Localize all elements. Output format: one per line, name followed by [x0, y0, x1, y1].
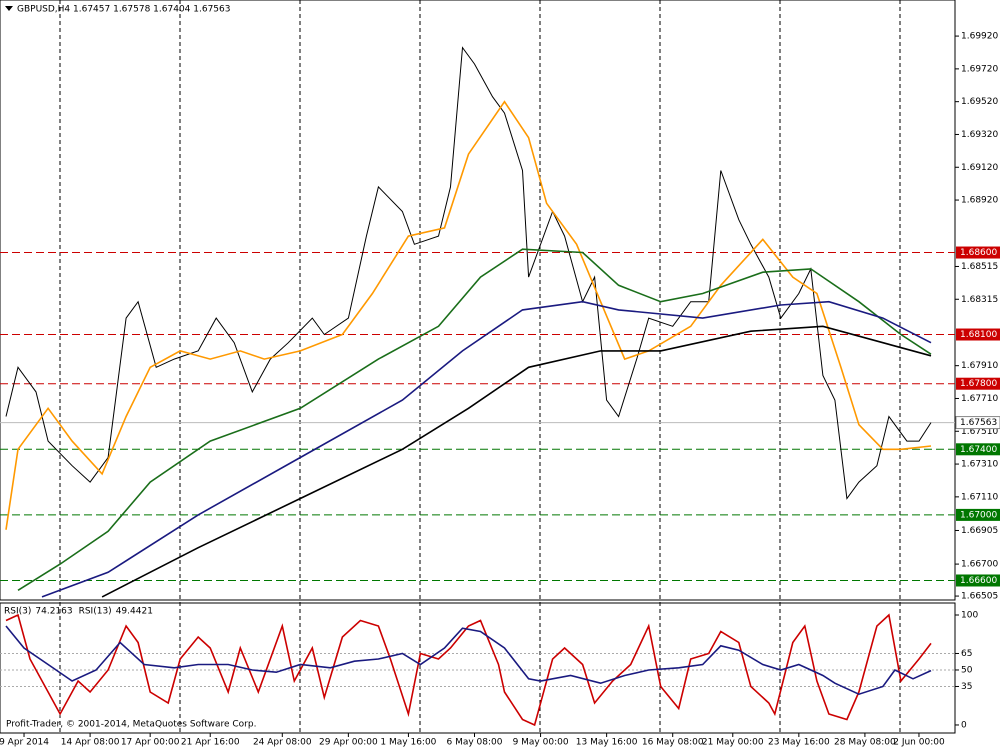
series-line: [5, 625, 932, 696]
y-tick-label: 1.67510: [961, 427, 998, 437]
x-tick-label: 17 Apr 00:00: [121, 738, 180, 748]
copyright: Profit-Trader, © 2001-2014, MetaQuotes S…: [6, 720, 256, 730]
indicator-value: 74.2163: [35, 607, 72, 617]
price-level-box: [956, 508, 1000, 521]
chart-header: GBPUSD,H4 1.67457 1.67578 1.67404 1.6756…: [17, 5, 230, 15]
x-tick-label: 21 Apr 16:00: [181, 738, 240, 748]
x-tick-label: 14 Apr 08:00: [61, 738, 120, 748]
current-price-label: 1.67563: [960, 418, 997, 428]
price-level-box: [956, 443, 1000, 456]
x-tick-label: 16 May 08:00: [642, 738, 704, 748]
dropdown-icon[interactable]: [5, 6, 13, 11]
y-tick-label: 1.69520: [961, 97, 998, 107]
price-level-box: [956, 377, 1000, 390]
series-line: [101, 325, 932, 598]
price-level-box: [956, 574, 1000, 587]
x-tick-label: 9 Apr 2014: [0, 738, 49, 748]
price-level-box: [956, 328, 1000, 341]
y-tick-label: 1.66905: [961, 526, 998, 536]
x-tick-label: 23 May 16:00: [768, 738, 830, 748]
main-frame: [0, 0, 956, 601]
y-tick-label: 1.69920: [961, 32, 998, 42]
x-tick-label: 21 May 00:00: [702, 738, 764, 748]
indicator-value: 49.4421: [116, 607, 153, 617]
y-tick-label: 1.68920: [961, 196, 998, 206]
x-tick-label: 6 May 08:00: [446, 738, 502, 748]
x-tick-label: 1 May 16:00: [380, 738, 436, 748]
y-tick-label: 1.68515: [961, 262, 998, 272]
x-tick-label: 2 Jun 00:00: [893, 738, 945, 748]
y-tick-label: 35: [961, 682, 972, 692]
y-tick-label: 1.67910: [961, 361, 998, 371]
x-tick-label: 9 May 00:00: [513, 738, 569, 748]
y-tick-label: 65: [961, 649, 972, 659]
indicator-name: RSI(3): [4, 607, 31, 617]
indicator-name: RSI(13): [79, 607, 112, 617]
series-line: [41, 300, 932, 598]
price-level-label: 1.68600: [960, 248, 997, 258]
y-tick-label: 1.67110: [961, 492, 998, 502]
price-level-label: 1.68100: [960, 330, 997, 340]
series-line: [17, 248, 932, 591]
x-tick-label: 28 May 08:00: [834, 738, 896, 748]
x-tick-label: 13 May 16:00: [576, 738, 638, 748]
separators: [59, 0, 901, 733]
y-tick-label: 1.67310: [961, 460, 998, 470]
x-tick-label: 29 Apr 00:00: [319, 738, 378, 748]
y-tick-label: 1.69720: [961, 64, 998, 74]
y-tick-label: 1.66505: [961, 592, 998, 602]
y-tick-label: 100: [961, 610, 978, 620]
rsi-frame: [0, 602, 956, 734]
y-tick-label: 50: [961, 665, 973, 675]
price-level-label: 1.67400: [960, 445, 997, 455]
current-price-box: [955, 416, 1000, 430]
x-tick-label: 24 Apr 08:00: [253, 738, 312, 748]
series-line: [5, 613, 932, 727]
y-tick-label: 0: [961, 720, 967, 730]
series-line: [5, 100, 932, 530]
price-level-label: 1.66600: [960, 576, 997, 586]
price-level-label: 1.67800: [960, 379, 997, 389]
price-level-box: [956, 246, 1000, 259]
y-tick-label: 1.67710: [961, 394, 998, 404]
y-tick-label: 1.68315: [961, 295, 998, 305]
series-line: [5, 46, 932, 500]
y-tick-label: 1.66700: [961, 560, 998, 570]
y-tick-label: 1.69320: [961, 130, 998, 140]
y-tick-label: 1.69120: [961, 163, 998, 173]
price-level-label: 1.67000: [960, 510, 997, 520]
